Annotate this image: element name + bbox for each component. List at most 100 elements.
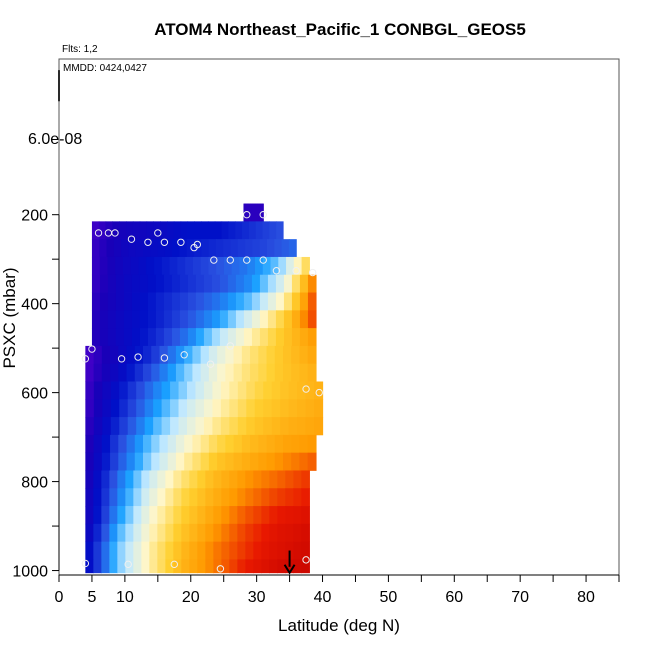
heatmap-cell [220, 417, 230, 436]
heatmap-cell [283, 328, 293, 347]
heatmap-cell [91, 221, 100, 240]
heatmap-cell [133, 506, 142, 525]
heatmap-cell [283, 310, 293, 329]
flights-label: Flts: 1,2 [62, 44, 98, 55]
heatmap-cell [314, 381, 324, 400]
heatmap-cell [195, 381, 205, 400]
observation-point [302, 556, 310, 564]
heatmap-cell [189, 559, 198, 574]
heatmap-cell [269, 506, 278, 525]
observation-point [117, 355, 126, 363]
heatmap-cell [165, 541, 174, 560]
heatmap-cell [291, 274, 301, 293]
heatmap-cell [275, 274, 285, 293]
heatmap-cell [231, 256, 241, 276]
heatmap-cell [271, 381, 281, 400]
heatmap-cell [241, 363, 251, 382]
heatmap-cell [203, 328, 213, 347]
heatmap-cell [157, 559, 166, 574]
heatmap-cell [229, 523, 238, 543]
heatmap-cell [221, 470, 230, 489]
heatmap-cell [149, 559, 158, 574]
heatmap-cell [291, 363, 301, 382]
heatmap-cell [266, 345, 276, 365]
heatmap-cell [219, 310, 229, 329]
heatmap-cell [173, 541, 182, 560]
heatmap-cell [208, 363, 218, 382]
heatmap-cell [161, 417, 171, 436]
heatmap-cell [299, 452, 309, 471]
heatmap-cell [118, 434, 128, 454]
heatmap-cell [107, 292, 117, 311]
heatmap-cell [277, 559, 286, 574]
observation-points [81, 210, 323, 573]
heatmap-cell [208, 239, 217, 258]
heatmap-cell [110, 363, 119, 382]
heatmap-cell [201, 239, 210, 258]
heatmap-cell [165, 523, 174, 543]
heatmap-cell [123, 328, 133, 347]
heatmap-cell [139, 292, 149, 311]
observation-point [259, 210, 267, 219]
chart-title: ATOM4 Northeast_Pacific_1 CONBGL_GEOS5 [154, 20, 526, 39]
heatmap-cell [85, 470, 94, 489]
heatmap-cell [85, 488, 94, 507]
heatmap-cell [246, 381, 256, 400]
heatmap-cell [267, 239, 275, 258]
heatmap-cell [102, 399, 112, 418]
heatmap-cell [101, 541, 110, 560]
heatmap-cell [258, 345, 268, 365]
heatmap-cell [220, 381, 230, 400]
heatmap-cell [91, 292, 101, 311]
heatmap-cell [189, 541, 198, 560]
heatmap-cell [170, 399, 180, 418]
heatmap-cell [165, 470, 174, 489]
heatmap-cell [280, 399, 290, 418]
heatmap-cell [261, 203, 263, 222]
heatmap-cell [167, 452, 177, 471]
observation-point [144, 238, 152, 246]
observation-point [170, 560, 178, 569]
heatmap-cell [93, 523, 102, 543]
heatmap-cell [211, 328, 221, 347]
heatmap-cell [293, 523, 302, 543]
heatmap-cell [123, 292, 133, 311]
heatmap-cell [291, 434, 301, 454]
heatmap-cell [241, 434, 251, 454]
heatmap-cell [144, 381, 154, 400]
heatmap-cell [93, 363, 103, 382]
heatmap-cell [85, 523, 94, 543]
heatmap-cell [187, 274, 197, 293]
heatmap-cell [291, 292, 301, 311]
heatmap-cell [247, 256, 256, 276]
heatmap-cell [91, 256, 101, 276]
heatmap-cell [235, 221, 243, 240]
observation-point [259, 256, 267, 264]
heatmap-cell [259, 328, 269, 347]
heatmap-cell [299, 328, 309, 347]
heatmap-cell [219, 274, 229, 293]
heatmap-cell [136, 417, 146, 436]
heatmap-cell [212, 399, 222, 418]
heatmap-cell [173, 559, 182, 574]
heatmap-cell [243, 292, 253, 311]
heatmap-cell [99, 239, 108, 258]
heatmap-cell [115, 256, 124, 276]
heatmap-cell [271, 399, 281, 418]
heatmap-cell [301, 488, 310, 507]
heatmap-cell [277, 506, 286, 525]
heatmap-cell [307, 328, 317, 347]
heatmap-cell [243, 310, 253, 329]
heatmap-cell [126, 221, 134, 240]
observation-point [308, 268, 317, 277]
heatmap-cell [181, 506, 190, 525]
heatmap-cell [93, 452, 103, 471]
heatmap-cell [208, 345, 218, 365]
heatmap-cell [217, 363, 226, 382]
heatmap-cell [161, 381, 171, 400]
heatmap-cell [293, 541, 302, 560]
heatmap-cell [203, 310, 213, 329]
heatmap-cell [133, 523, 142, 543]
heatmap-cell [194, 221, 202, 240]
heatmap-cell [197, 541, 206, 560]
